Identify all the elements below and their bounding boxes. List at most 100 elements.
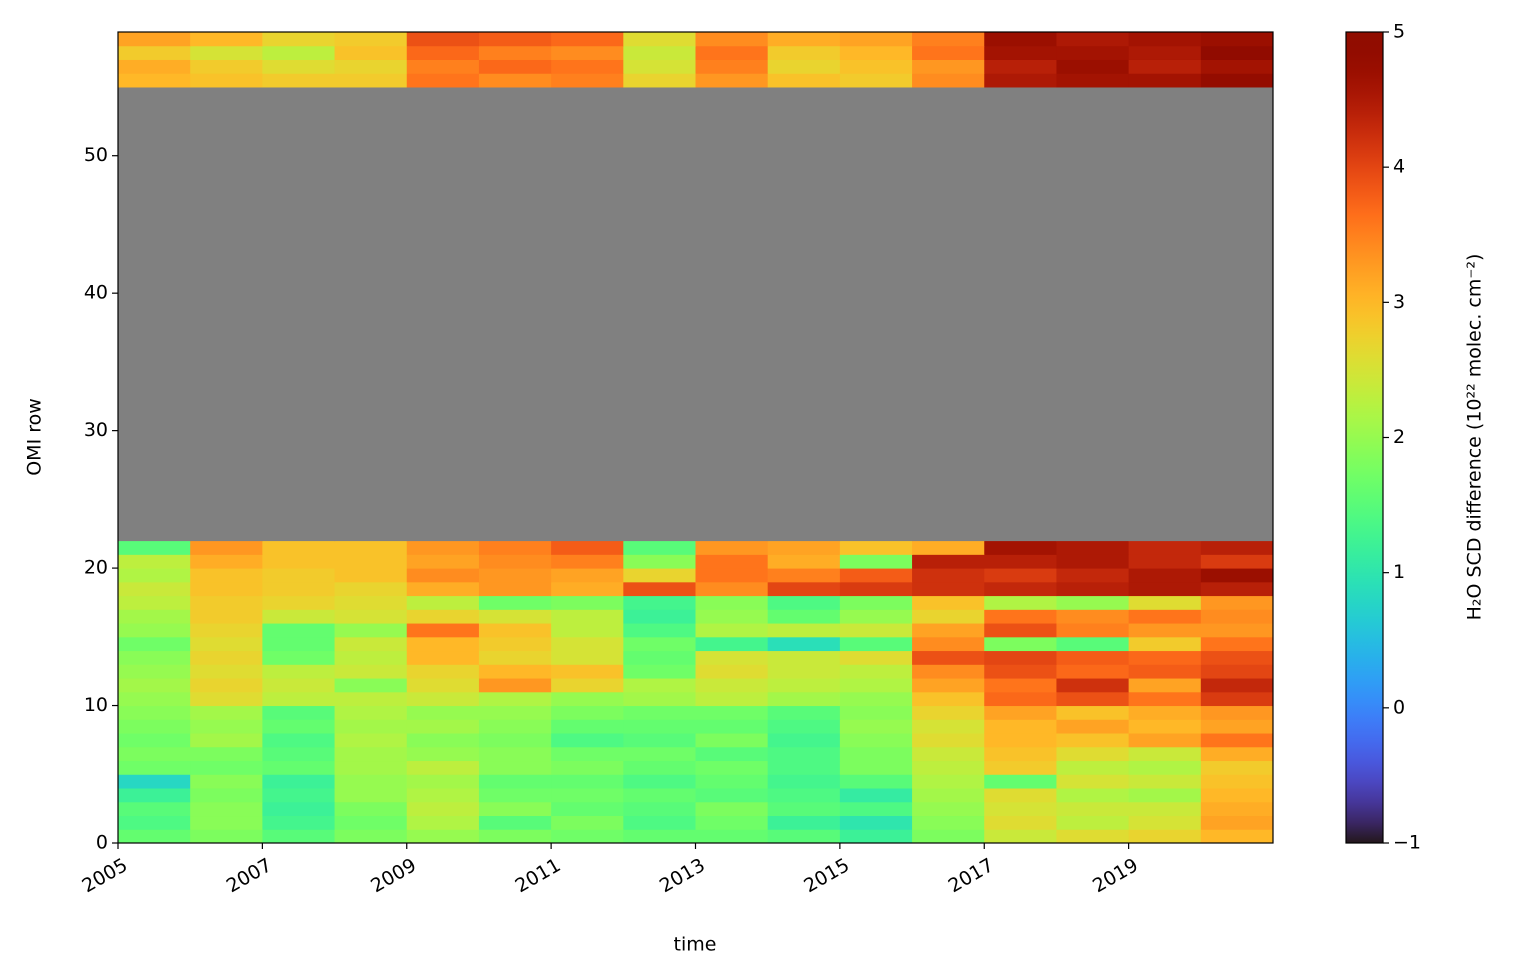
colorbar-tick-label: 1 xyxy=(1393,561,1405,583)
heatmap-cell xyxy=(767,609,841,624)
heatmap-cell xyxy=(695,568,769,583)
heatmap-cell xyxy=(118,650,191,665)
heatmap-cell xyxy=(478,636,552,652)
heatmap-cell xyxy=(1128,788,1202,803)
heatmap-cell xyxy=(912,788,985,803)
heatmap-cell xyxy=(1128,760,1202,775)
heatmap-cell xyxy=(551,595,624,610)
heatmap-cell xyxy=(1200,801,1274,817)
heatmap-cell xyxy=(623,774,696,789)
heatmap-cell xyxy=(118,554,191,569)
heatmap-cell xyxy=(912,609,985,624)
heatmap-cell xyxy=(1056,45,1130,60)
heatmap-cell xyxy=(839,664,913,679)
heatmap-cell xyxy=(912,45,985,60)
heatmap-cell xyxy=(262,719,336,734)
heatmap-cell xyxy=(190,733,263,748)
heatmap-cell xyxy=(695,581,769,597)
colorbar-tick-label: 4 xyxy=(1393,156,1405,178)
heatmap-cell xyxy=(695,788,769,803)
heatmap-cell xyxy=(912,540,985,555)
heatmap-cell xyxy=(478,73,552,88)
heatmap-cell xyxy=(118,581,191,597)
heatmap-cell xyxy=(1200,32,1274,47)
heatmap-cell xyxy=(912,774,985,789)
heatmap-cell xyxy=(334,719,408,734)
heatmap-cell xyxy=(1200,664,1274,679)
heatmap-cell xyxy=(190,540,263,555)
heatmap-cell xyxy=(912,815,985,830)
heatmap-cell xyxy=(262,650,336,665)
heatmap-cell xyxy=(406,86,480,542)
heatmap-cell xyxy=(262,554,336,569)
heatmap-cell xyxy=(839,801,913,817)
heatmap-cell xyxy=(118,691,191,707)
heatmap-cell xyxy=(767,636,841,652)
heatmap-cell xyxy=(262,788,336,803)
heatmap-cell xyxy=(406,554,480,569)
heatmap-cell xyxy=(1056,719,1130,734)
heatmap-cell xyxy=(406,678,480,693)
heatmap-cell xyxy=(406,650,480,665)
heatmap-cell xyxy=(334,86,408,542)
heatmap-cell xyxy=(623,86,696,542)
y-tick-label: 40 xyxy=(84,282,108,304)
heatmap-cell xyxy=(695,554,769,569)
heatmap-cell xyxy=(623,719,696,734)
heatmap-cell xyxy=(695,32,769,47)
heatmap-cell xyxy=(334,801,408,817)
heatmap-cell xyxy=(984,32,1057,47)
heatmap-cell xyxy=(551,719,624,734)
heatmap-cell xyxy=(695,73,769,88)
heatmap-cell xyxy=(1056,705,1130,720)
heatmap-cell xyxy=(623,636,696,652)
heatmap-cell xyxy=(334,554,408,569)
heatmap-cell xyxy=(190,678,263,693)
heatmap-cell xyxy=(1056,554,1130,569)
heatmap-cell xyxy=(334,705,408,720)
heatmap-cell xyxy=(118,664,191,679)
heatmap-cell xyxy=(406,801,480,817)
heatmap-cell xyxy=(1128,86,1202,542)
x-tick-label: 2017 xyxy=(945,854,998,897)
heatmap-cell xyxy=(1200,788,1274,803)
heatmap-cell xyxy=(551,774,624,789)
heatmap-cell xyxy=(478,815,552,830)
heatmap-cell xyxy=(695,59,769,74)
heatmap-cell xyxy=(839,73,913,88)
heatmap-cell xyxy=(262,73,336,88)
heatmap-cell xyxy=(1128,678,1202,693)
heatmap-cell xyxy=(1200,774,1274,789)
heatmap-cell xyxy=(623,540,696,555)
heatmap-cell xyxy=(478,801,552,817)
heatmap-cell xyxy=(623,760,696,775)
heatmap-cell xyxy=(334,746,408,762)
heatmap-cell xyxy=(334,32,408,47)
heatmap-cell xyxy=(1200,705,1274,720)
colorbar xyxy=(1345,31,1384,844)
heatmap-cell xyxy=(334,733,408,748)
heatmap-cell xyxy=(1056,746,1130,762)
heatmap-cell xyxy=(478,45,552,60)
heatmap-cell xyxy=(262,746,336,762)
heatmap-cell xyxy=(695,829,769,844)
heatmap-cell xyxy=(190,636,263,652)
heatmap-cell xyxy=(118,59,191,74)
heatmap-cell xyxy=(1128,636,1202,652)
heatmap-cell xyxy=(334,636,408,652)
heatmap-cell xyxy=(262,760,336,775)
heatmap-cell xyxy=(912,636,985,652)
heatmap-cell xyxy=(190,829,263,844)
heatmap-cell xyxy=(1200,73,1274,88)
heatmap-cell xyxy=(262,45,336,60)
heatmap-cell xyxy=(406,568,480,583)
heatmap-cell xyxy=(406,59,480,74)
heatmap-cell xyxy=(190,691,263,707)
heatmap-cell xyxy=(695,705,769,720)
heatmap-cell xyxy=(190,788,263,803)
heatmap-cell xyxy=(984,801,1057,817)
heatmap-cell xyxy=(1200,650,1274,665)
heatmap-cell xyxy=(695,815,769,830)
heatmap-cell xyxy=(623,554,696,569)
